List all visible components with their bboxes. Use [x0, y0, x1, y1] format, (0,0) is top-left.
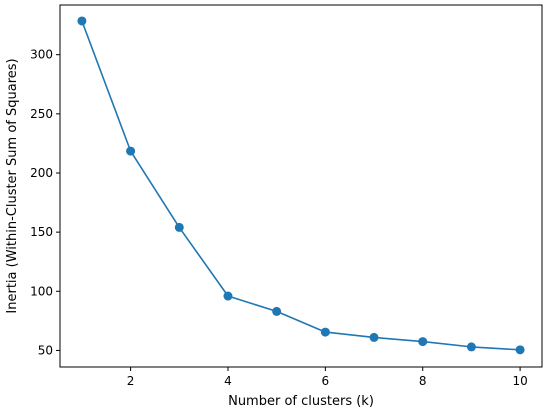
data-point: [515, 345, 525, 355]
y-tick-label: 150: [30, 225, 53, 239]
x-tick-label: 6: [322, 374, 330, 388]
y-axis-title: Inertia (Within-Cluster Sum of Squares): [5, 58, 20, 313]
data-point: [369, 332, 379, 342]
data-point: [272, 306, 282, 316]
data-point: [466, 342, 476, 352]
y-tick-label: 100: [30, 284, 53, 298]
y-tick-label: 300: [30, 48, 53, 62]
data-point: [174, 222, 184, 232]
x-axis-title: Number of clusters (k): [228, 394, 374, 409]
series-group: [77, 16, 525, 355]
x-tick-label: 2: [127, 374, 135, 388]
data-point: [223, 291, 233, 301]
y-tick-label: 50: [38, 343, 53, 357]
plot-area: [59, 4, 543, 368]
data-point: [126, 146, 136, 156]
x-axis: 2 4 6 8 10: [127, 367, 528, 388]
y-axis: 50 100 150 200 250 300: [30, 48, 60, 357]
y-tick-label: 250: [30, 107, 53, 121]
series-line: [81, 20, 521, 351]
data-point: [320, 327, 330, 337]
x-tick-label: 4: [224, 374, 232, 388]
data-point: [418, 337, 428, 347]
data-point: [77, 16, 87, 26]
y-tick-label: 200: [30, 166, 53, 180]
x-tick-label: 8: [419, 374, 427, 388]
x-tick-label: 10: [512, 374, 527, 388]
